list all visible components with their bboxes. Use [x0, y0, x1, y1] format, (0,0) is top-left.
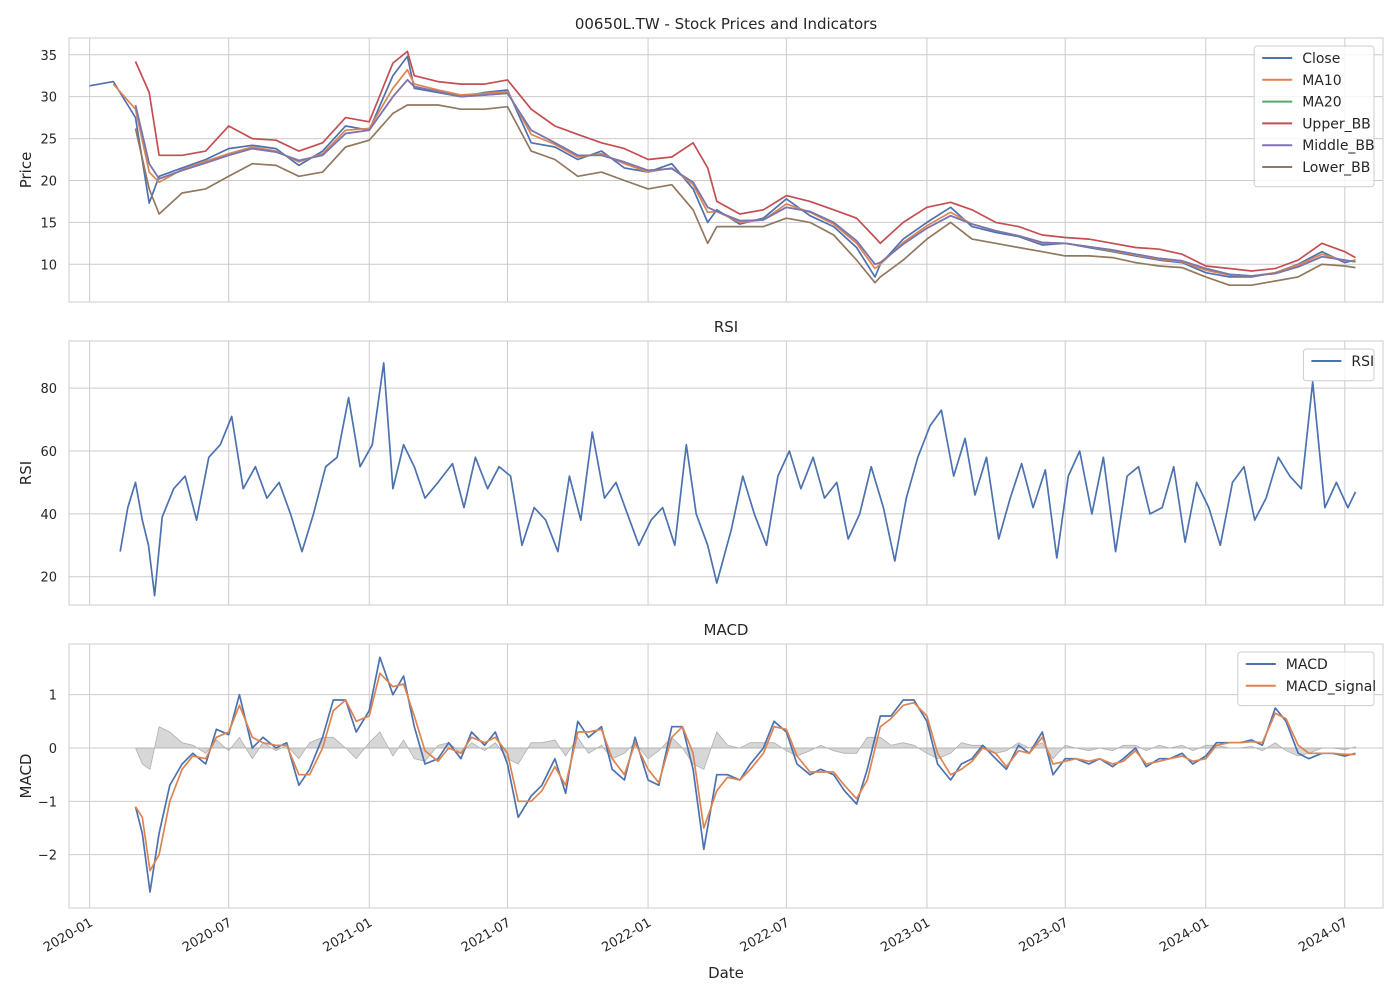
panel-1: 20 40 60 80 RSI RSI RSI — [17, 318, 1384, 606]
x-tick-label: 2023-07 — [1017, 915, 1072, 955]
y-tick-label: −2 — [38, 849, 57, 864]
histogram-area — [135, 726, 1356, 770]
legend-label: Middle_BB — [1302, 138, 1374, 154]
y-tick-label: 1 — [49, 689, 57, 704]
x-tick-label: 2024-01 — [1157, 915, 1212, 955]
y-tick-label: 15 — [40, 216, 57, 231]
panel-title: RSI — [714, 318, 738, 336]
plot-frame — [68, 643, 1384, 909]
legend-box — [1253, 45, 1375, 188]
y-tick-label: 35 — [40, 49, 57, 64]
panel-0: 10 15 20 25 30 35 00650L.TW - Stock Prices and… — [17, 15, 1384, 303]
x-axis-label: Date — [708, 964, 744, 982]
y-tick-label: 40 — [40, 508, 57, 523]
x-axis: 2020-01 2020-07 2021-01 2021-07 2022-01 2022-… — [41, 915, 1351, 982]
x-tick-label: 2021-07 — [459, 915, 514, 955]
panel-title: 00650L.TW - Stock Prices and Indicators — [575, 15, 878, 33]
y-tick-label: 10 — [40, 258, 57, 273]
panel-title: MACD — [704, 621, 749, 639]
plot-frame — [68, 340, 1384, 606]
legend: MACD MACD_signal — [1237, 651, 1376, 707]
legend-label: MA20 — [1302, 95, 1341, 111]
y-tick-label: 30 — [40, 91, 57, 106]
x-tick-label: 2023-01 — [878, 915, 933, 955]
legend-label: MA10 — [1302, 73, 1341, 89]
legend-label: MACD_signal — [1286, 679, 1376, 695]
legend-label: Upper_BB — [1302, 116, 1371, 132]
plot-frame — [68, 37, 1384, 303]
panel-2: −2 −1 0 1 MACD MACD MACD MACD_signal — [17, 621, 1384, 909]
series-line-middle_bb — [134, 79, 1356, 277]
y-tick-label: 80 — [40, 382, 57, 397]
legend-label: MACD — [1286, 657, 1328, 673]
x-tick-label: 2020-07 — [180, 915, 235, 955]
legend: RSI — [1302, 348, 1375, 382]
series-line-ma20 — [134, 79, 1356, 277]
y-axis-label: Price — [17, 152, 35, 189]
y-tick-label: 20 — [40, 174, 57, 189]
y-tick-label: 25 — [40, 133, 57, 148]
legend-box — [1302, 348, 1375, 382]
y-tick-label: 60 — [40, 445, 57, 460]
series-line-macd_signal — [134, 672, 1356, 872]
x-tick-label: 2022-01 — [600, 915, 655, 955]
x-tick-label: 2020-01 — [41, 915, 96, 955]
x-tick-label: 2022-07 — [738, 915, 793, 955]
y-tick-label: 0 — [49, 742, 57, 757]
series-line-lower_bb — [134, 104, 1356, 287]
legend-label: Lower_BB — [1302, 160, 1370, 176]
y-axis-label: RSI — [17, 461, 35, 485]
series-line-ma10 — [112, 68, 1356, 277]
x-tick-label: 2024-07 — [1296, 915, 1351, 955]
legend-label: RSI — [1351, 354, 1374, 370]
legend: Close MA10 MA20 Upper_BB Middle_BB Lower_BB — [1253, 45, 1375, 188]
y-axis-label: MACD — [17, 754, 35, 799]
legend-label: Close — [1302, 51, 1340, 67]
series-line-rsi — [119, 362, 1357, 597]
legend-box — [1237, 651, 1375, 707]
series-line-upper_bb — [134, 50, 1356, 272]
y-tick-label: −1 — [38, 795, 57, 810]
y-tick-label: 20 — [40, 571, 57, 586]
x-tick-label: 2021-01 — [321, 915, 376, 955]
